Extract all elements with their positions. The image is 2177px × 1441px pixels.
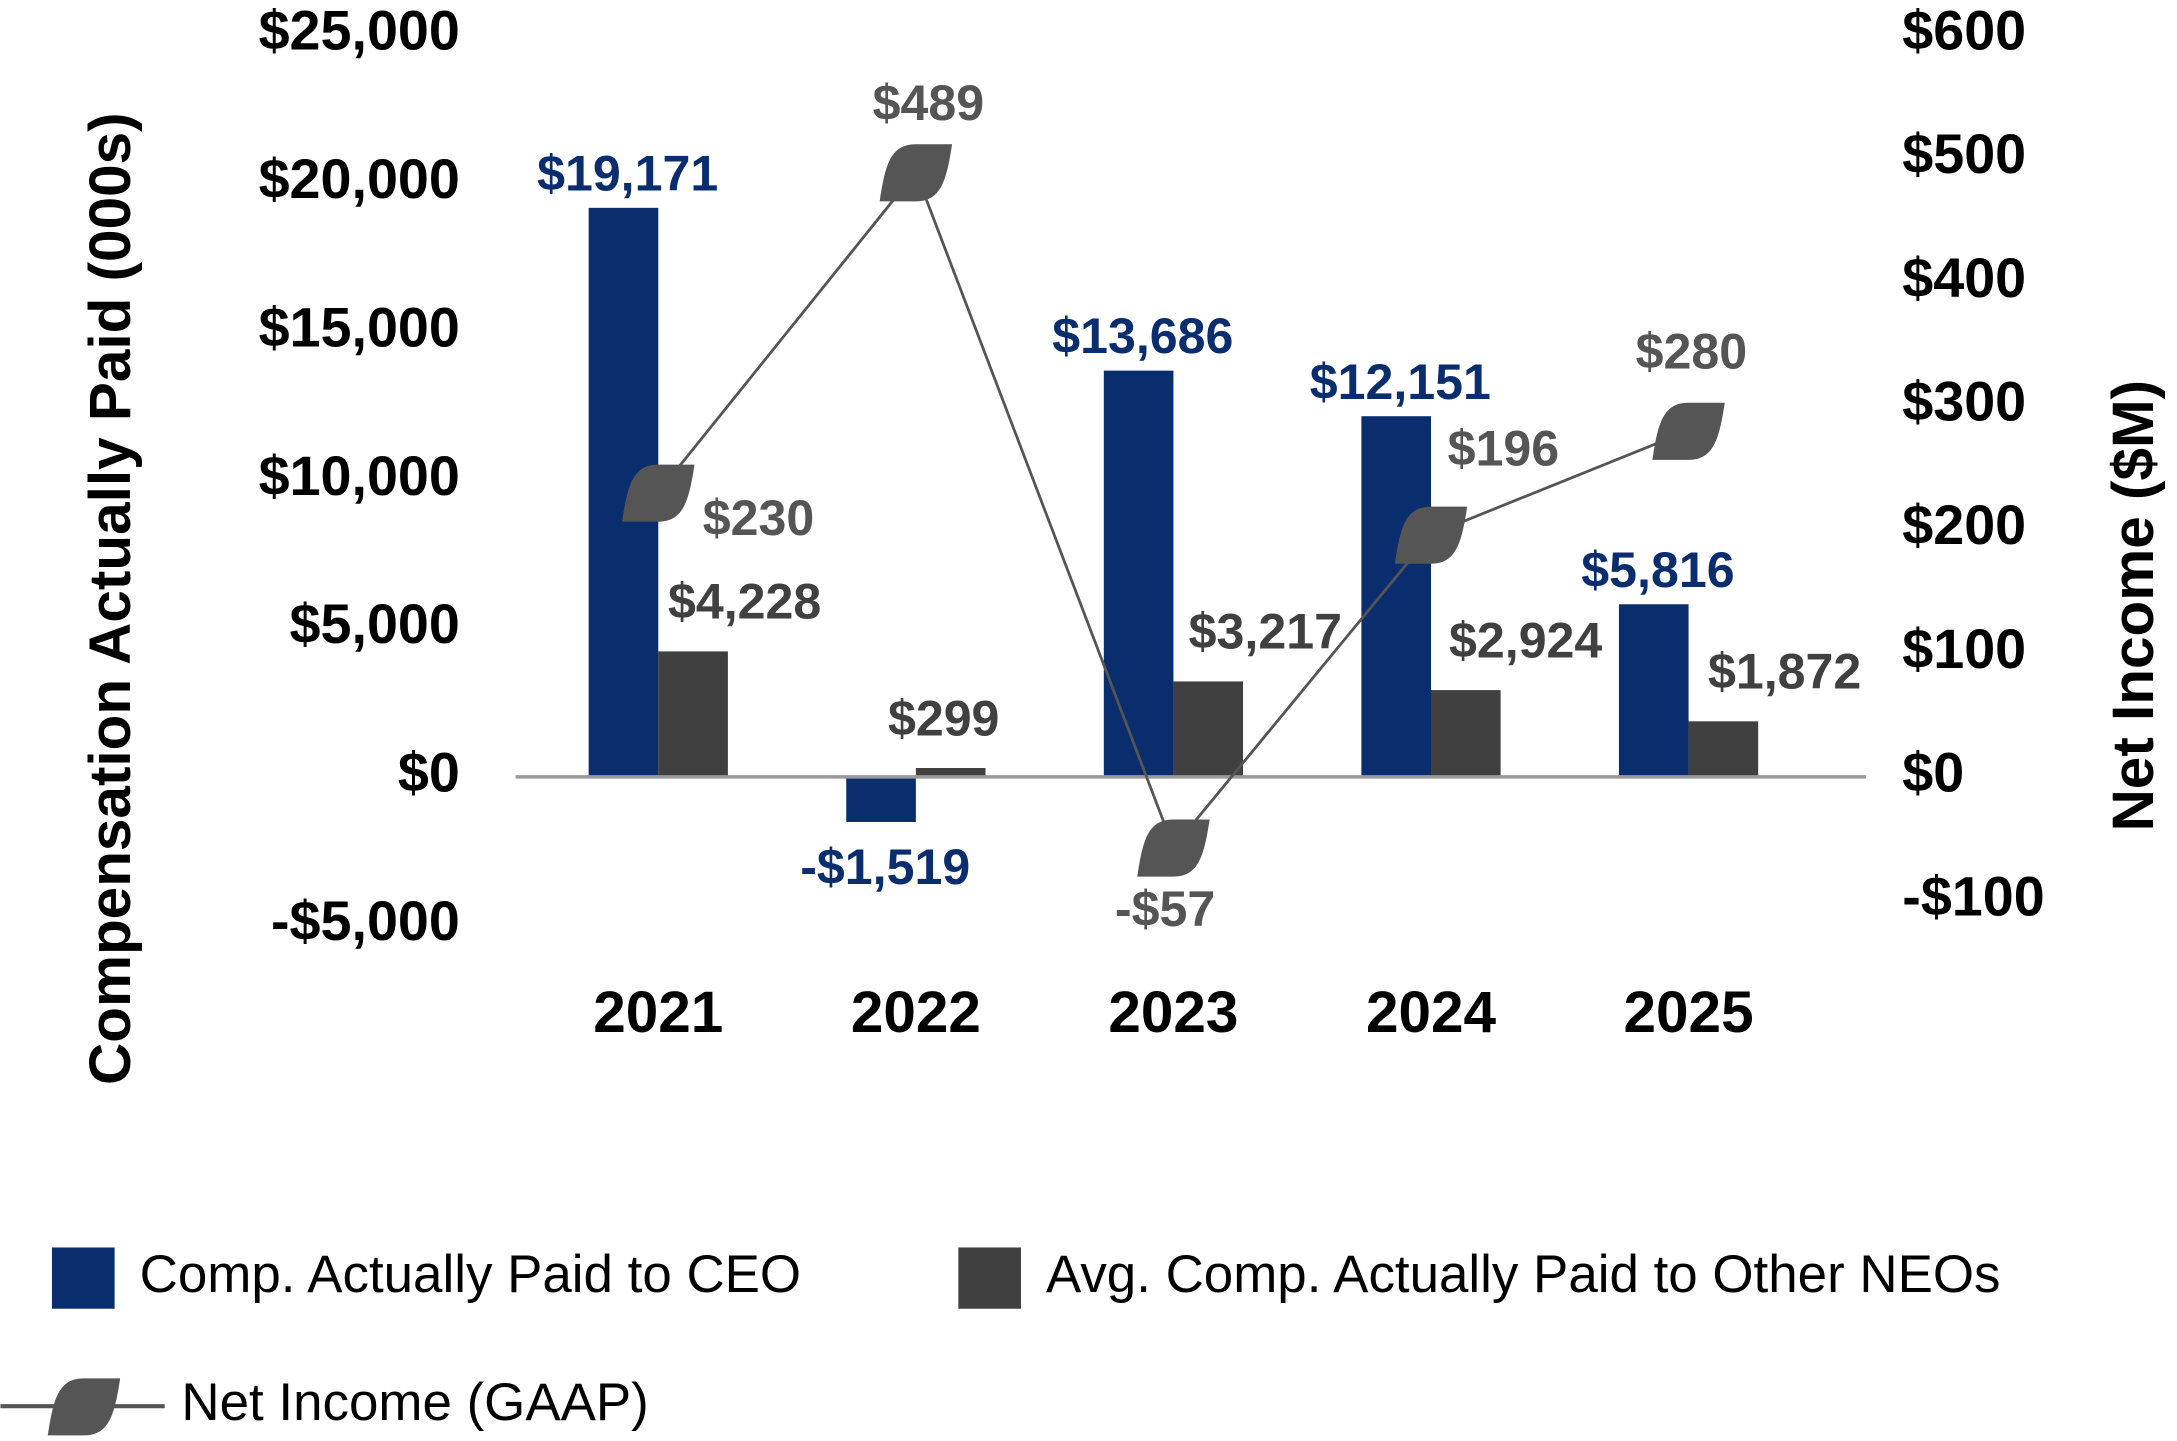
y2-tick-label: $200 — [1902, 494, 2026, 556]
legend-label: Avg. Comp. Actually Paid to Other NEOs — [1046, 1245, 2000, 1304]
data-label: -$1,519 — [800, 839, 970, 895]
data-label: $4,228 — [668, 574, 821, 630]
y-tick-label: $10,000 — [259, 445, 460, 507]
legend-marker — [47, 1378, 121, 1436]
bar — [1173, 681, 1244, 777]
bar — [1361, 416, 1431, 777]
bar — [658, 651, 728, 777]
y2-tick-label: $600 — [1902, 0, 2026, 62]
line-marker — [1137, 819, 1210, 877]
legend-swatch — [51, 1247, 115, 1309]
data-label: $5,816 — [1581, 542, 1734, 598]
y2-tick-label: -$100 — [1902, 865, 2044, 927]
x-tick-label: 2024 — [1366, 980, 1497, 1045]
data-label: $489 — [873, 75, 984, 131]
legend-label: Net Income (GAAP) — [181, 1373, 648, 1432]
bar — [1618, 604, 1689, 777]
data-label: $196 — [1448, 421, 1559, 477]
y2-tick-label: $100 — [1902, 618, 2026, 680]
data-label: $3,217 — [1189, 604, 1342, 660]
legend-swatch — [958, 1247, 1021, 1309]
data-label: $2,924 — [1449, 612, 1602, 668]
x-tick-label: 2023 — [1108, 980, 1238, 1045]
y2-tick-label: $300 — [1902, 371, 2026, 433]
y2-tick-label: $0 — [1902, 742, 1964, 804]
y-tick-label: $25,000 — [259, 0, 460, 62]
data-label: $19,171 — [537, 145, 718, 201]
line-marker — [879, 144, 953, 202]
data-label: $12,151 — [1310, 354, 1491, 410]
y-tick-label: -$5,000 — [271, 890, 460, 952]
data-label: $299 — [888, 690, 999, 746]
line-marker — [1652, 402, 1725, 460]
y2-tick-label: $500 — [1902, 123, 2026, 185]
y2-tick-label: $400 — [1902, 247, 2026, 309]
y-tick-label: $20,000 — [259, 148, 460, 210]
data-label: $13,686 — [1052, 308, 1233, 364]
y-tick-label: $15,000 — [259, 296, 460, 358]
bar — [846, 776, 916, 822]
x-tick-label: 2025 — [1624, 980, 1754, 1045]
bar — [1430, 690, 1501, 777]
bar — [915, 768, 986, 777]
data-label: $230 — [703, 490, 814, 546]
y2-axis-title: Net Income ($M) — [2101, 380, 2166, 832]
line-marker — [1394, 506, 1468, 564]
legend-label: Comp. Actually Paid to CEO — [140, 1245, 801, 1304]
data-label: -$57 — [1115, 881, 1215, 937]
y-tick-label: $5,000 — [290, 593, 460, 655]
bar — [1103, 370, 1174, 777]
x-tick-label: 2021 — [593, 980, 723, 1045]
bar — [1688, 721, 1759, 777]
y-tick-label: $0 — [398, 742, 460, 804]
data-label: $280 — [1636, 324, 1747, 380]
line-marker — [622, 464, 695, 522]
data-label: $1,872 — [1708, 644, 1861, 700]
y-axis-title: Compensation Actually Paid (000s) — [78, 112, 143, 1085]
x-tick-label: 2022 — [851, 980, 981, 1045]
